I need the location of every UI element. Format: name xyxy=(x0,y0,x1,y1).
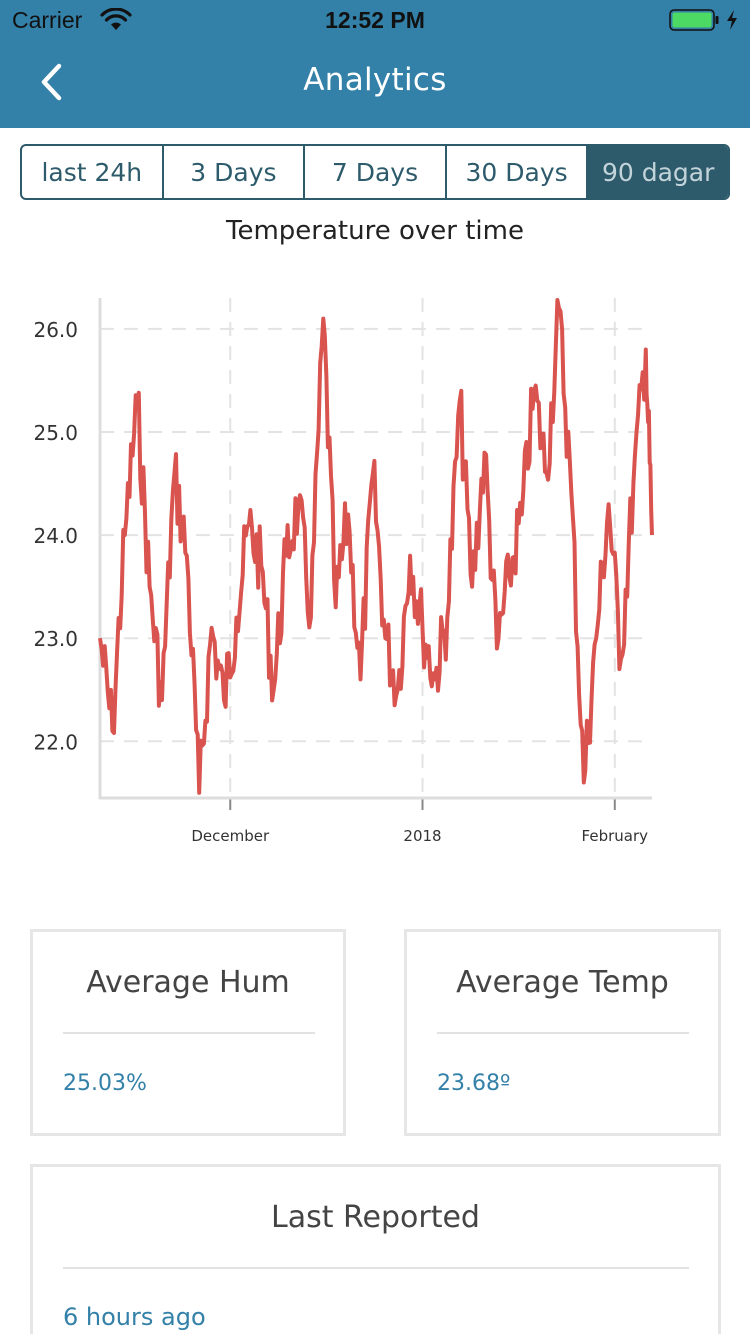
battery-icon xyxy=(669,9,719,31)
y-tick-label: 26.0 xyxy=(33,318,78,342)
tab-30-days[interactable]: 30 Days xyxy=(447,146,589,198)
nav-bar: Analytics xyxy=(0,40,750,128)
average-humidity-value: 25.03% xyxy=(63,1071,147,1096)
last-reported-value: 6 hours ago xyxy=(63,1303,206,1331)
average-humidity-card: Average Hum 25.03% xyxy=(30,929,346,1136)
average-temperature-card: Average Temp 23.68º xyxy=(404,929,721,1136)
y-tick-label: 24.0 xyxy=(33,524,78,548)
tab-7-days[interactable]: 7 Days xyxy=(305,146,447,198)
y-tick-label: 23.0 xyxy=(33,627,78,651)
card-divider xyxy=(63,1032,315,1034)
chevron-left-icon[interactable] xyxy=(32,60,72,104)
temperature-series-line xyxy=(98,298,654,795)
tab-last-24h[interactable]: last 24h xyxy=(22,146,164,198)
status-bar: Carrier 12:52 PM xyxy=(0,0,750,40)
time-range-selector: last 24h 3 Days 7 Days 30 Days 90 dagar xyxy=(20,144,730,200)
x-tick-label: 2018 xyxy=(403,827,441,845)
tab-3-days[interactable]: 3 Days xyxy=(164,146,306,198)
wifi-icon xyxy=(100,8,132,30)
card-divider xyxy=(437,1032,689,1034)
clock-label: 12:52 PM xyxy=(325,7,425,33)
tab-90-days[interactable]: 90 dagar xyxy=(588,146,728,198)
last-reported-card: Last Reported 6 hours ago xyxy=(30,1164,721,1334)
card-title: Average Hum xyxy=(86,965,290,1000)
carrier-label: Carrier xyxy=(12,7,83,33)
page-title: Analytics xyxy=(303,62,447,98)
charging-bolt-icon xyxy=(727,10,737,30)
y-tick-label: 22.0 xyxy=(33,730,78,754)
x-tick-label: February xyxy=(582,827,649,845)
card-title: Average Temp xyxy=(456,965,669,1000)
card-title: Last Reported xyxy=(271,1200,480,1235)
average-temperature-value: 23.68º xyxy=(437,1071,511,1096)
card-divider xyxy=(63,1267,689,1269)
y-tick-label: 25.0 xyxy=(33,421,78,445)
chart-title: Temperature over time xyxy=(226,216,524,246)
temperature-line-chart: 22.0 23.0 24.0 25.0 26.0 December 2018 February xyxy=(33,298,654,845)
x-tick-label: December xyxy=(191,827,270,845)
